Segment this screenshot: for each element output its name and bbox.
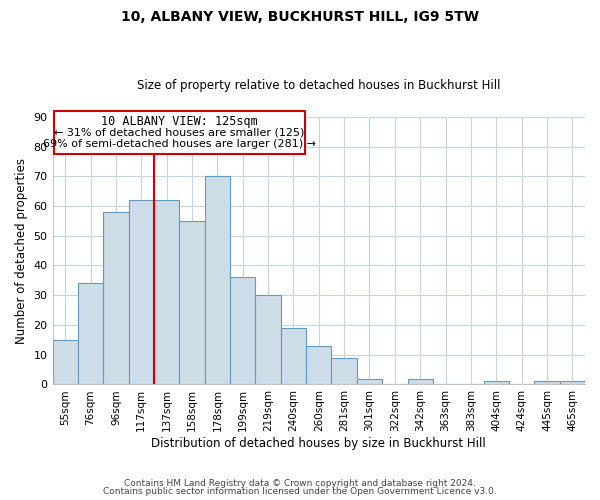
Bar xyxy=(306,346,331,385)
FancyBboxPatch shape xyxy=(54,111,305,154)
Bar xyxy=(205,176,230,384)
Bar xyxy=(534,382,560,384)
Bar xyxy=(179,221,205,384)
Bar xyxy=(407,378,433,384)
Text: 10 ALBANY VIEW: 125sqm: 10 ALBANY VIEW: 125sqm xyxy=(101,116,257,128)
Text: Contains public sector information licensed under the Open Government Licence v3: Contains public sector information licen… xyxy=(103,487,497,496)
X-axis label: Distribution of detached houses by size in Buckhurst Hill: Distribution of detached houses by size … xyxy=(151,437,486,450)
Bar xyxy=(53,340,78,384)
Bar xyxy=(103,212,128,384)
Bar xyxy=(78,284,103,384)
Bar xyxy=(154,200,179,384)
Y-axis label: Number of detached properties: Number of detached properties xyxy=(15,158,28,344)
Bar xyxy=(256,295,281,384)
Bar xyxy=(357,378,382,384)
Text: Contains HM Land Registry data © Crown copyright and database right 2024.: Contains HM Land Registry data © Crown c… xyxy=(124,478,476,488)
Bar xyxy=(128,200,154,384)
Bar xyxy=(560,382,585,384)
Bar xyxy=(331,358,357,384)
Text: 69% of semi-detached houses are larger (281) →: 69% of semi-detached houses are larger (… xyxy=(43,139,316,149)
Text: ← 31% of detached houses are smaller (125): ← 31% of detached houses are smaller (12… xyxy=(54,127,305,137)
Bar xyxy=(230,278,256,384)
Bar xyxy=(484,382,509,384)
Title: Size of property relative to detached houses in Buckhurst Hill: Size of property relative to detached ho… xyxy=(137,79,500,92)
Text: 10, ALBANY VIEW, BUCKHURST HILL, IG9 5TW: 10, ALBANY VIEW, BUCKHURST HILL, IG9 5TW xyxy=(121,10,479,24)
Bar xyxy=(281,328,306,384)
